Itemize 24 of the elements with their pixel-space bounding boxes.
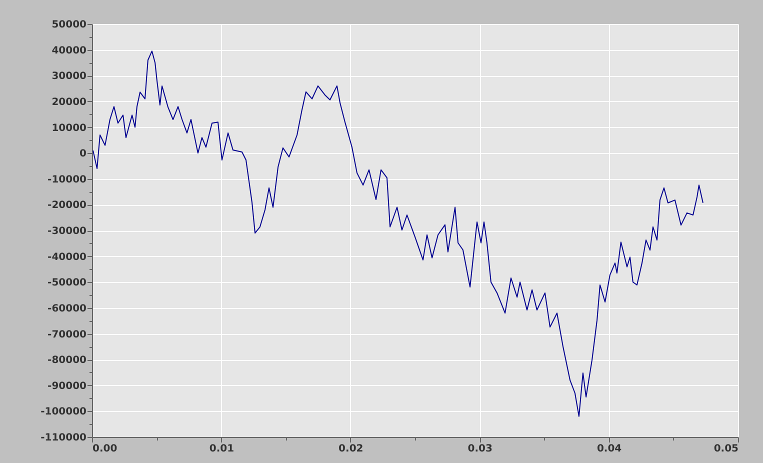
y-tick-label: -90000 bbox=[48, 380, 87, 392]
x-tick-label: 0.03 bbox=[468, 444, 492, 454]
y-tick-label: -80000 bbox=[48, 355, 87, 366]
y-tick-label: -110000 bbox=[40, 432, 87, 444]
y-tick-label: 0 bbox=[80, 148, 87, 160]
y-tick-label: -50000 bbox=[48, 278, 87, 289]
y-tick-label: 50000 bbox=[52, 20, 87, 30]
x-tick-label: 0.05 bbox=[714, 444, 739, 454]
y-tick-label: -70000 bbox=[48, 329, 87, 340]
x-tick-label: 0.02 bbox=[338, 444, 364, 454]
y-tick-label: -40000 bbox=[48, 252, 87, 263]
y-tick-label: -60000 bbox=[48, 303, 87, 314]
line-series bbox=[92, 50, 704, 417]
x-tick-label: 0.04 bbox=[596, 444, 622, 454]
y-tick-label: -30000 bbox=[48, 226, 87, 237]
x-tick-label: 0.01 bbox=[209, 444, 234, 454]
y-tick-label: -20000 bbox=[48, 200, 87, 212]
y-tick-label: 40000 bbox=[52, 45, 87, 56]
y-tick-label: 10000 bbox=[52, 122, 87, 134]
y-tick-label: -10000 bbox=[48, 174, 87, 186]
y-tick-label: 20000 bbox=[52, 96, 87, 108]
x-tick-label: 0.00 bbox=[92, 444, 118, 454]
y-tick-label: -100000 bbox=[40, 406, 87, 418]
y-tick-label: 30000 bbox=[52, 71, 87, 82]
